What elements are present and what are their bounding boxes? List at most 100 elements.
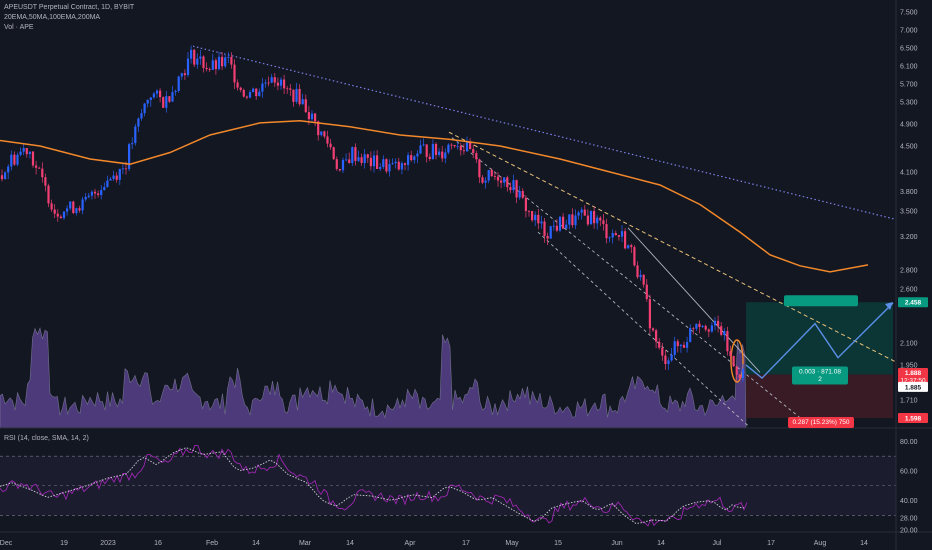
- candle-body: [490, 169, 493, 177]
- candle-body: [279, 79, 283, 86]
- long-trendline: [192, 45, 897, 221]
- position-zones[interactable]: [746, 302, 893, 418]
- position-center-label-bg: [792, 366, 848, 385]
- candle-body: [713, 320, 717, 326]
- symbol-title[interactable]: APEUSDT Perpetual Contract, 1D, BYBIT: [4, 4, 135, 11]
- candle-body: [391, 163, 394, 165]
- ma200-curve: [0, 119, 869, 273]
- candle-body: [273, 77, 276, 83]
- candle-body: [196, 58, 199, 65]
- candle-body: [462, 150, 465, 152]
- candle-body: [484, 180, 487, 183]
- price-tick-label: 6.100: [900, 64, 918, 71]
- candle-body: [735, 366, 738, 375]
- candle-body: [183, 73, 186, 76]
- candle-body: [199, 56, 202, 59]
- channel-line: [627, 227, 761, 373]
- candle-body: [428, 156, 431, 160]
- candle-body: [537, 214, 540, 224]
- time-tick-label: 19: [60, 540, 68, 547]
- candle-body: [298, 88, 301, 105]
- time-tick-label: Mar: [299, 540, 312, 547]
- candle-body: [413, 156, 416, 161]
- volume-legend[interactable]: Vol · APE: [4, 24, 34, 31]
- candle-body: [75, 208, 78, 214]
- candle-body: [165, 96, 168, 108]
- candle-body: [211, 60, 214, 70]
- candle-body: [602, 220, 605, 225]
- candle-body: [422, 144, 425, 146]
- entry-price-label-bg: [898, 381, 928, 392]
- candle-body: [617, 235, 620, 237]
- candle-body: [16, 154, 19, 165]
- rsi-tick-label: 80.00: [900, 439, 918, 446]
- candle-body: [72, 201, 75, 214]
- candle-body: [642, 274, 645, 285]
- candle-body: [87, 195, 90, 197]
- profit-label-bg: [784, 295, 858, 307]
- price-tick-label: 1.950: [900, 363, 918, 370]
- candle-body: [140, 113, 143, 119]
- candle-body: [100, 189, 103, 196]
- candle-body: [627, 245, 630, 249]
- candle-body: [137, 118, 140, 127]
- candle-body: [599, 217, 602, 221]
- candle-body: [580, 209, 583, 213]
- candle-body: [10, 154, 13, 167]
- candle-body: [441, 151, 444, 159]
- candle-body: [692, 328, 695, 329]
- price-tick-label: 3.500: [900, 209, 918, 216]
- candle-body: [292, 89, 295, 102]
- candle-body: [267, 82, 270, 84]
- candle-body: [651, 328, 655, 331]
- candle-body: [568, 214, 571, 225]
- candle-body: [552, 225, 555, 227]
- ma200-line: [0, 119, 869, 273]
- candle-body: [546, 235, 549, 239]
- candle-body: [357, 157, 360, 161]
- candle-body: [307, 112, 310, 120]
- candle-body: [394, 161, 397, 164]
- candle-body: [134, 126, 137, 144]
- candle-body: [397, 161, 400, 170]
- time-tick-label: Jul: [713, 540, 722, 547]
- indicators-legend[interactable]: 20EMA,50MA,100EMA,200MA: [4, 14, 101, 21]
- candle-body: [593, 211, 596, 224]
- candle-body: [131, 143, 134, 145]
- candle-body: [447, 144, 450, 153]
- candle-body: [518, 190, 521, 198]
- rsi-tick-label: 40.00: [900, 498, 918, 505]
- candle-body: [180, 73, 183, 77]
- candle-body: [31, 151, 35, 166]
- candle-body: [527, 210, 531, 212]
- rsi-ma-line: [0, 447, 745, 524]
- rsi-legend[interactable]: RSI (14, close, SMA, 14, 2): [4, 435, 89, 442]
- volume-area: [0, 326, 747, 429]
- candle-body: [407, 155, 410, 165]
- price-tick-label: 6.500: [900, 46, 918, 53]
- price-tick-label: 1.710: [900, 398, 918, 405]
- candle-body: [44, 177, 47, 186]
- candle-body: [22, 147, 25, 152]
- candle-body: [565, 224, 568, 229]
- position-center-label-line2: 2: [818, 376, 822, 383]
- price-tick-label: 7.000: [900, 28, 918, 35]
- candle-body: [90, 191, 93, 196]
- candle-body: [503, 177, 506, 183]
- candle-body: [450, 144, 453, 146]
- rsi-tick-label: 20.00: [900, 528, 918, 535]
- candle-body: [261, 83, 264, 92]
- price-tick-label: 4.500: [900, 144, 918, 151]
- candle-body: [363, 154, 366, 163]
- candle-body: [506, 177, 509, 188]
- candle-body: [245, 96, 248, 98]
- candle-body: [323, 131, 326, 137]
- time-tick-label: 15: [554, 540, 562, 547]
- candle-body: [354, 147, 357, 161]
- candle-body: [571, 214, 574, 226]
- candle-body: [93, 191, 97, 194]
- candle-body: [596, 217, 599, 224]
- candle-body: [707, 329, 710, 332]
